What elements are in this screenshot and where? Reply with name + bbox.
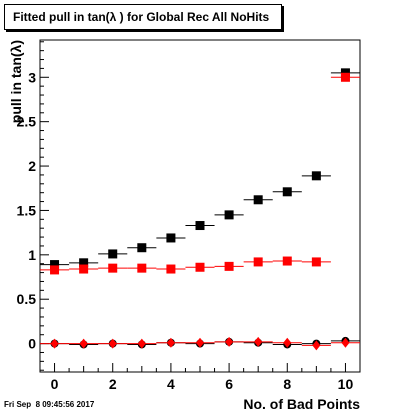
x-axis-title: No. of Bad Points — [243, 396, 360, 412]
data-point — [224, 261, 234, 271]
x-tick-label: 10 — [338, 376, 354, 392]
data-point — [225, 336, 234, 347]
data-point — [253, 257, 263, 267]
data-point — [254, 336, 263, 347]
y-axis-title: pull in tan(λ) — [8, 40, 24, 123]
data-point — [196, 337, 204, 348]
y-tick-label: 1.5 — [17, 202, 37, 218]
y-tick-label: 1 — [28, 247, 36, 263]
data-point — [166, 337, 175, 348]
data-point — [312, 340, 321, 351]
series-0 — [40, 68, 360, 270]
x-tick-label: 8 — [283, 376, 291, 392]
data-marks — [40, 68, 360, 351]
data-point — [311, 171, 321, 181]
data-point — [166, 264, 176, 274]
data-point — [108, 249, 118, 259]
plot-frame — [39, 39, 361, 373]
data-point — [79, 264, 89, 274]
data-point — [108, 338, 117, 349]
data-point — [224, 210, 234, 220]
data-point — [195, 221, 205, 231]
data-point — [108, 263, 118, 273]
data-point — [195, 262, 205, 272]
y-tick-label: 0.5 — [17, 291, 37, 307]
data-point — [137, 263, 147, 273]
x-tick-label: 0 — [51, 376, 59, 392]
data-point — [50, 260, 60, 270]
x-tick-label: 2 — [109, 376, 117, 392]
data-point — [79, 258, 89, 268]
chart-title-text: Fitted pull in tan(λ ) for Global Rec Al… — [13, 10, 270, 24]
axes: 0 2 4 6 8 10 0 0.5 1 1.5 2 2.5 3 No. of Bad Points pul… — [8, 39, 361, 412]
y-tick-label: 2 — [28, 158, 36, 174]
data-point — [166, 233, 176, 243]
series-3 — [40, 336, 360, 351]
x-tick-label: 6 — [225, 376, 233, 392]
data-point — [50, 265, 60, 275]
data-point — [341, 337, 350, 348]
data-point — [311, 257, 321, 267]
data-point — [282, 187, 292, 197]
data-point — [79, 338, 88, 349]
data-point — [137, 243, 147, 253]
x-tick-label: 4 — [167, 376, 175, 392]
y-tick-label: 2.5 — [17, 114, 37, 130]
y-tick-label: 0 — [28, 336, 36, 352]
data-point — [50, 338, 59, 349]
footer-date: Fri Sep 8 09:45:56 2017 — [4, 400, 95, 409]
data-point — [253, 195, 263, 205]
data-point — [283, 337, 292, 348]
data-point — [340, 72, 350, 82]
data-point — [282, 256, 292, 266]
data-point — [137, 338, 146, 349]
y-tick-label: 3 — [28, 69, 36, 85]
series-1 — [40, 72, 360, 275]
chart-title: Fitted pull in tan(λ ) for Global Rec Al… — [4, 4, 282, 30]
